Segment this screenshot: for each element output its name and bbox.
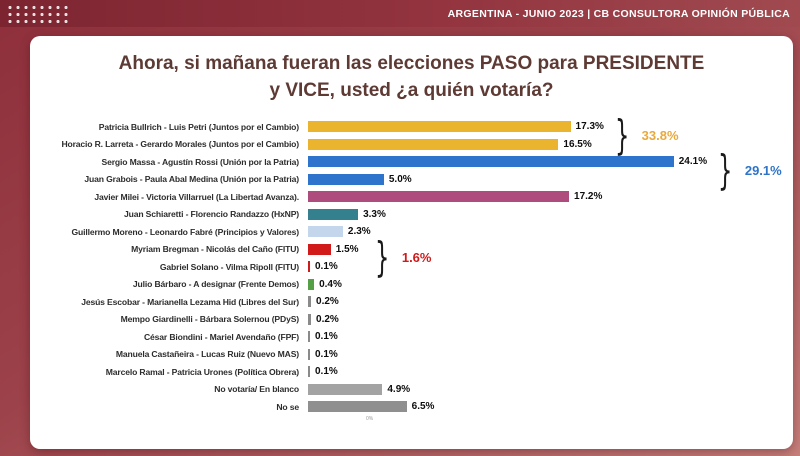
candidate-label: Myriam Bregman - Nicolás del Caño (FITU) [131, 244, 299, 255]
value-label: 5.0% [388, 173, 412, 185]
bar-area: 4.9% [308, 380, 783, 398]
bar-area: 0.1% [308, 345, 783, 363]
bar [308, 208, 359, 220]
value-label: 24.1% [678, 156, 708, 168]
bar-area: 0.1% [308, 328, 783, 346]
value-label: 1.5% [335, 243, 359, 255]
bar-area: 5.0% [308, 170, 783, 188]
value-label: 0.1% [315, 331, 338, 343]
candidate-label: César Biondini - Mariel Avendaño (FPF) [143, 331, 299, 342]
value-label: 0.2% [316, 313, 339, 325]
bar [308, 243, 331, 255]
candidate-label: Jesús Escobar - Marianella Lezama Hid (L… [81, 296, 299, 307]
chart-row: Jesús Escobar - Marianella Lezama Hid (L… [30, 293, 783, 311]
poll-bar-chart: Patricia Bullrich - Luis Petri (Juntos p… [30, 114, 793, 422]
axis-note: 0% [366, 416, 374, 423]
bar [308, 226, 343, 238]
value-label: 4.9% [387, 383, 411, 395]
chart-row: Patricia Bullrich - Luis Petri (Juntos p… [30, 118, 783, 136]
bar [308, 156, 674, 168]
bar-area: 17.2% [308, 188, 783, 206]
bar-area: 0.1% [308, 363, 783, 381]
poll-card: Ahora, si mañana fueran las elecciones P… [30, 36, 793, 449]
candidate-label: Julio Bárbaro - A designar (Frente Demos… [132, 279, 299, 290]
value-label: 0.1% [315, 348, 338, 360]
bar-area: 0.1% [308, 258, 783, 276]
candidate-label: Marcelo Ramal - Patricia Urones (Polític… [105, 366, 299, 377]
dots-pattern-decoration [6, 4, 72, 26]
bar-area: 6.5% [308, 398, 783, 416]
bar [308, 366, 310, 378]
bar [308, 138, 559, 150]
chart-row: No se 6.5% [30, 398, 783, 416]
value-label: 0.4% [319, 278, 342, 290]
chart-row: César Biondini - Mariel Avendaño (FPF) 0… [30, 328, 783, 346]
bar-area: 0.4% [308, 275, 783, 293]
chart-rows: Patricia Bullrich - Luis Petri (Juntos p… [30, 114, 783, 422]
chart-row: Mempo Giardinelli - Bárbara Solernou (PD… [30, 310, 783, 328]
chart-row: Gabriel Solano - Vilma Ripoll (FITU) 0.1… [30, 258, 783, 276]
bar [308, 401, 407, 413]
chart-row: No votaría/ En blanco 4.9% [30, 380, 783, 398]
bar-area: 0.2% [308, 293, 783, 311]
bar [308, 348, 310, 360]
bar [308, 278, 315, 290]
bar-area: 0.2% [308, 310, 783, 328]
top-header-bar: ARGENTINA - JUNIO 2023 | CB CONSULTORA O… [0, 0, 800, 27]
bar [308, 191, 570, 203]
chart-row: Myriam Bregman - Nicolás del Caño (FITU)… [30, 240, 783, 258]
header-title: ARGENTINA - JUNIO 2023 | CB CONSULTORA O… [447, 7, 790, 20]
candidate-label: No se [276, 401, 299, 412]
value-label: 0.1% [315, 366, 338, 378]
candidate-label: Mempo Giardinelli - Bárbara Solernou (PD… [120, 314, 300, 325]
value-label: 2.3% [347, 226, 371, 238]
bar [308, 296, 312, 308]
bar [308, 313, 312, 325]
value-label: 17.3% [575, 121, 604, 133]
candidate-label: Horacio R. Larreta - Gerardo Morales (Ju… [61, 139, 299, 150]
chart-row: Juan Grabois - Paula Abal Medina (Unión … [30, 170, 783, 188]
candidate-label: Patricia Bullrich - Luis Petri (Juntos p… [98, 121, 299, 132]
candidate-label: Juan Grabois - Paula Abal Medina (Unión … [84, 174, 299, 185]
bar [308, 331, 310, 343]
chart-row: Horacio R. Larreta - Gerardo Morales (Ju… [30, 135, 783, 153]
bar [308, 383, 383, 395]
bar-area: 17.3% [308, 118, 783, 136]
value-label: 17.2% [574, 191, 603, 203]
chart-row: Sergio Massa - Agustín Rossi (Unión por … [30, 153, 783, 171]
bar-area: 1.5% [308, 240, 783, 258]
candidate-label: Juan Schiaretti - Florencio Randazzo (Hx… [123, 209, 299, 220]
candidate-label: Sergio Massa - Agustín Rossi (Unión por … [101, 156, 299, 167]
bar-area: 2.3% [308, 223, 783, 241]
bar [308, 173, 384, 185]
value-label: 6.5% [411, 401, 435, 413]
value-label: 3.3% [363, 208, 386, 220]
chart-row: Javier Milei - Victoria Villarruel (La L… [30, 188, 783, 206]
bar [308, 261, 310, 273]
chart-row: Juan Schiaretti - Florencio Randazzo (Hx… [30, 205, 783, 223]
chart-row: Marcelo Ramal - Patricia Urones (Polític… [30, 363, 783, 381]
value-label: 16.5% [563, 138, 592, 150]
candidate-label: Javier Milei - Victoria Villarruel (La L… [94, 191, 299, 202]
candidate-label: No votaría/ En blanco [214, 384, 299, 395]
value-label: 0.2% [316, 296, 339, 308]
poll-question-title: Ahora, si mañana fueran las elecciones P… [56, 51, 767, 105]
poll-question-line2: y VICE, usted ¿a quién votaría? [269, 79, 554, 101]
candidate-label: Guillermo Moreno - Leonardo Fabré (Princ… [71, 226, 300, 237]
bar-area: 3.3% [308, 205, 783, 223]
value-label: 0.1% [315, 261, 338, 273]
candidate-label: Gabriel Solano - Vilma Ripoll (FITU) [159, 261, 299, 272]
chart-row: Manuela Castañeira - Lucas Ruiz (Nuevo M… [30, 345, 783, 363]
candidate-label: Manuela Castañeira - Lucas Ruiz (Nuevo M… [115, 349, 299, 360]
poll-question-line1: Ahora, si mañana fueran las elecciones P… [118, 53, 705, 74]
chart-row: Julio Bárbaro - A designar (Frente Demos… [30, 275, 783, 293]
bar-area: 24.1% [308, 153, 783, 171]
bar [308, 121, 571, 133]
bar-area: 16.5% [308, 135, 783, 153]
chart-row: Guillermo Moreno - Leonardo Fabré (Princ… [30, 223, 783, 241]
